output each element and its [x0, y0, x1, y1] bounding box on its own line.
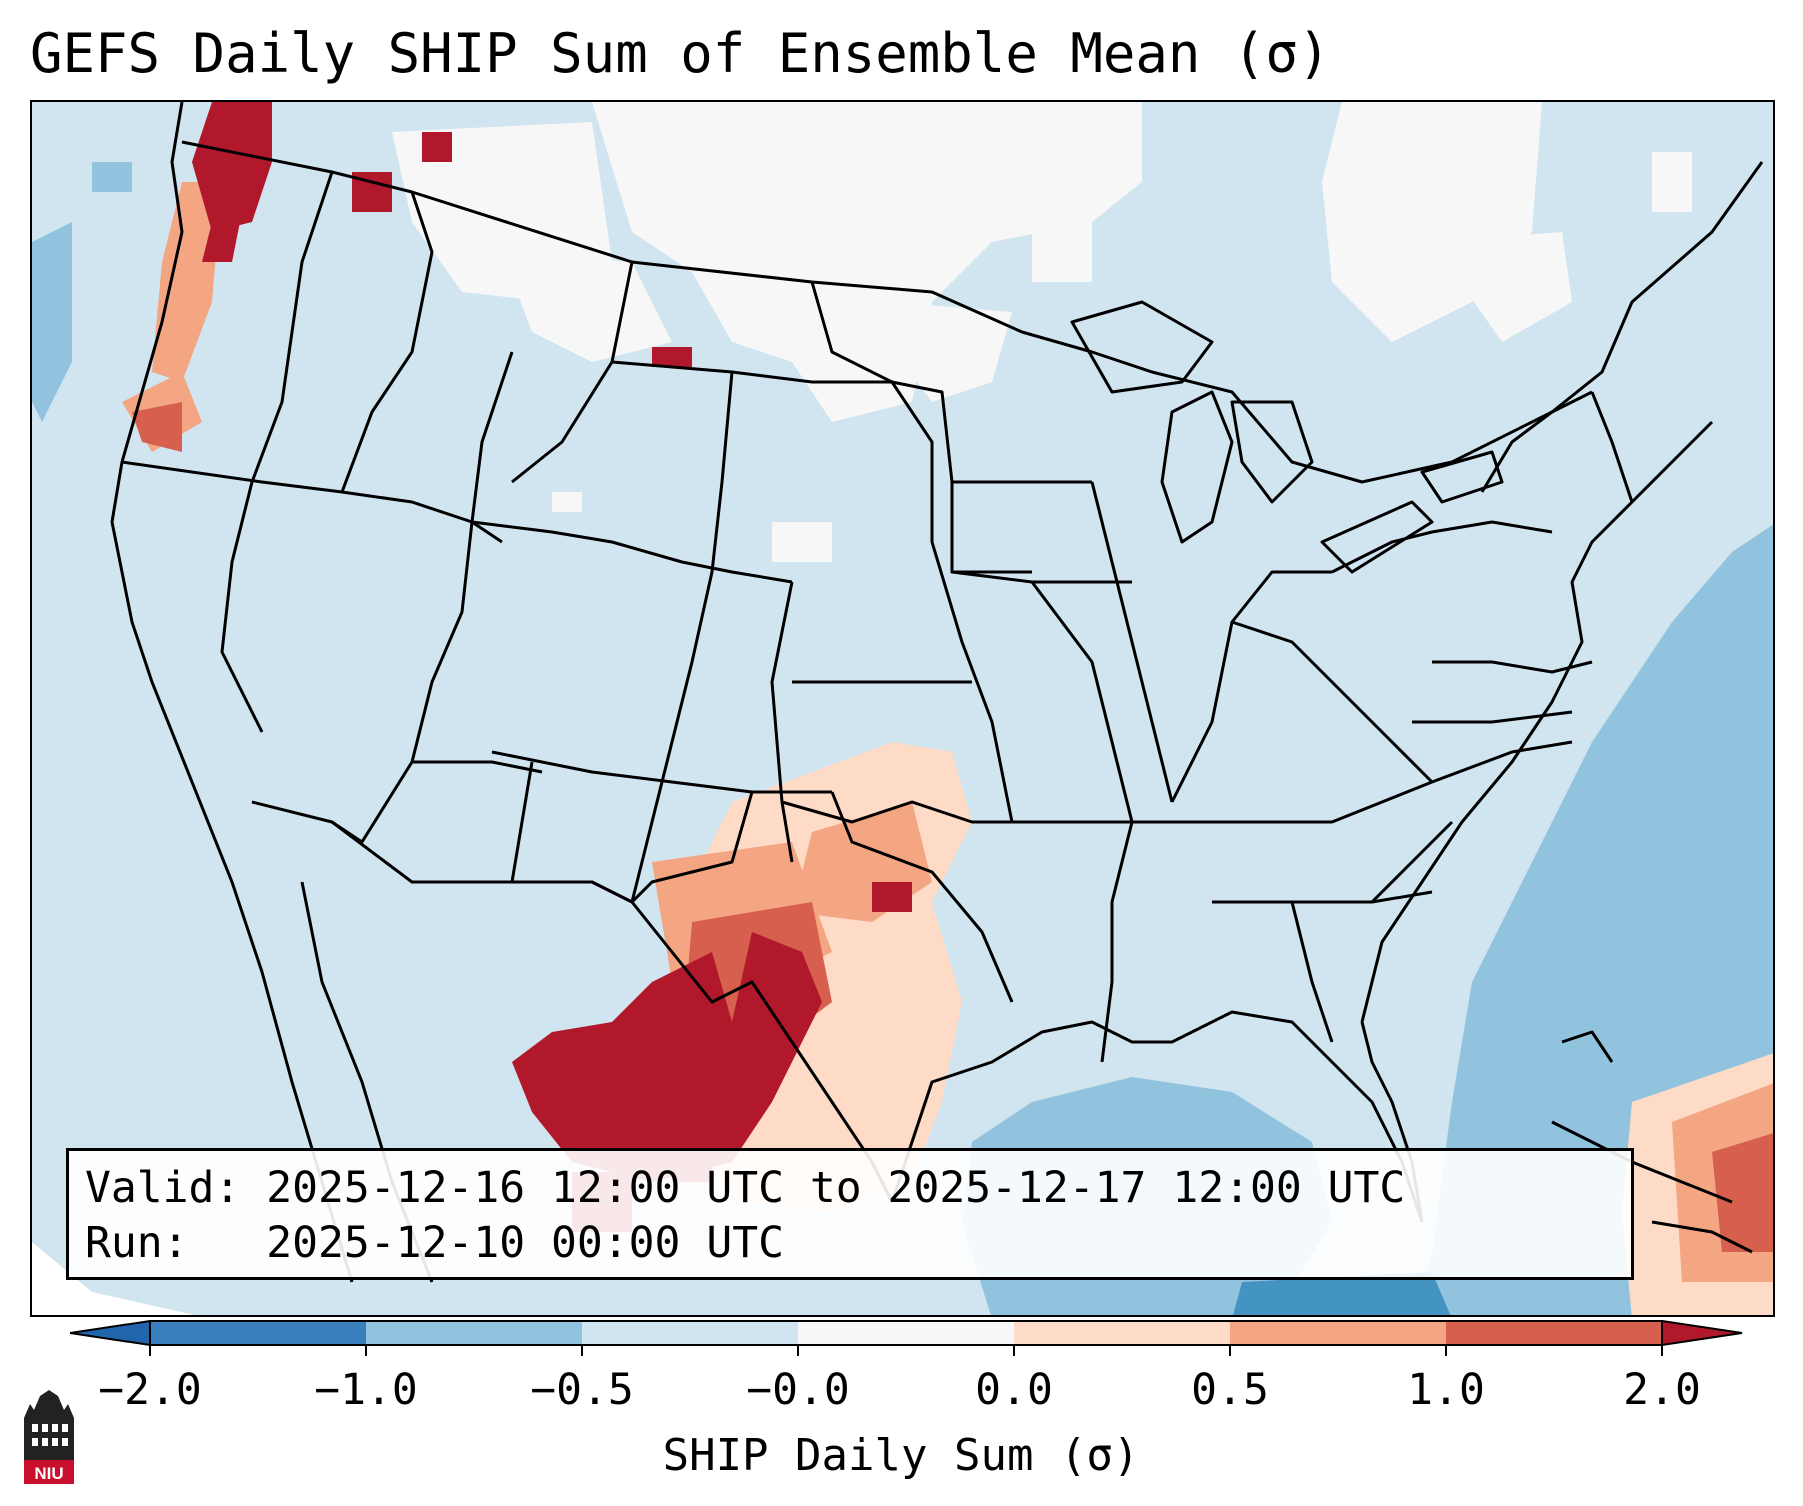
valid-label: Valid:	[85, 1163, 241, 1213]
logo-tower-icon	[24, 1390, 74, 1418]
map-canvas	[32, 102, 1773, 1315]
near-zero-anomaly-field	[392, 102, 1692, 562]
valid-time-range: 2025-12-16 12:00 UTC to 2025-12-17 12:00…	[266, 1163, 1406, 1213]
colorbar-tick-label: −1.0	[314, 1365, 418, 1415]
logo-text: NIU	[34, 1464, 63, 1483]
colorbar-label: SHIP Daily Sum (σ)	[662, 1430, 1140, 1481]
colorbar-segment	[798, 1321, 1014, 1345]
colorbar-tick-label: 1.0	[1407, 1365, 1485, 1415]
colorbar-tick-label: 0.0	[975, 1365, 1053, 1415]
strong-negative-anomaly-field	[1233, 1272, 1451, 1315]
run-label: Run:	[85, 1218, 189, 1268]
colorbar-segment	[1446, 1321, 1662, 1345]
colorbar-extend-high	[1661, 1319, 1743, 1347]
colorbar-segment	[1014, 1321, 1230, 1345]
projection-edge	[32, 1242, 195, 1315]
colorbar-tick-label: 0.5	[1191, 1365, 1269, 1415]
colorbar	[70, 1319, 1743, 1356]
colorbar-segment	[582, 1321, 798, 1345]
colorbar-tick-label: −0.0	[746, 1365, 850, 1415]
colorbar-segment	[366, 1321, 582, 1345]
run-time: 2025-12-10 00:00 UTC	[266, 1218, 784, 1268]
borders-and-coastlines	[110, 102, 1764, 1283]
validity-info-box: Valid: 2025-12-16 12:00 UTC to 2025-12-1…	[66, 1148, 1634, 1280]
colorbar-ticks	[149, 1345, 1663, 1356]
colorbar-tick-label: −0.5	[530, 1365, 634, 1415]
colorbar-frame	[149, 1320, 1663, 1346]
colorbar-tick-label: 2.0	[1623, 1365, 1701, 1415]
niu-logo: NIU	[24, 1390, 74, 1484]
colorbar-extend-low	[70, 1319, 151, 1347]
colorbar-segment	[1230, 1321, 1446, 1345]
colorbar-segment	[150, 1321, 366, 1345]
colorbar-tick-label: −2.0	[98, 1365, 202, 1415]
map-title: GEFS Daily SHIP Sum of Ensemble Mean (σ)	[30, 22, 1331, 85]
map-panel	[30, 100, 1775, 1317]
